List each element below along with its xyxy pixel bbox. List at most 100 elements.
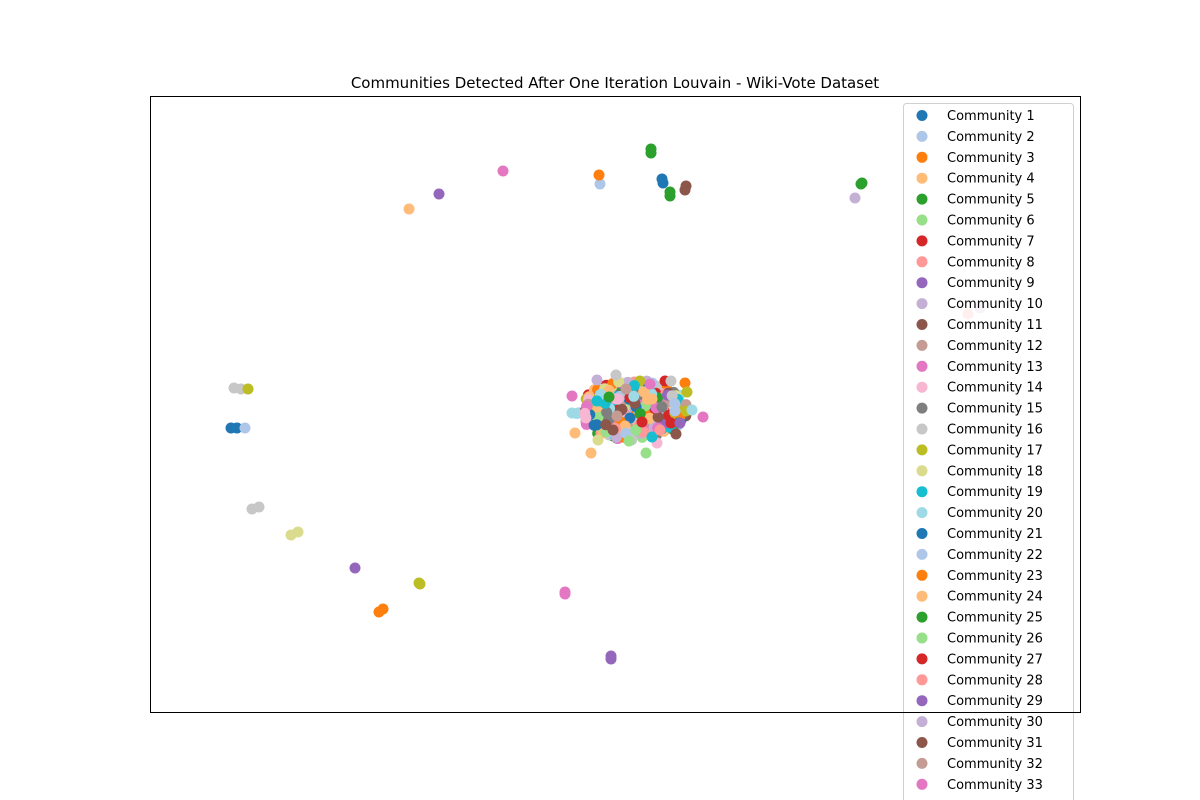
legend-marker-29 [916, 695, 928, 707]
community-24-point [646, 393, 658, 405]
legend-label-31: Community 31 [947, 736, 1043, 751]
community-16-point [253, 501, 265, 513]
legend-label-2: Community 2 [947, 130, 1035, 145]
community-17-point [242, 383, 254, 395]
community-1-point [657, 177, 669, 189]
legend-marker-19 [916, 486, 928, 498]
legend-marker-8 [916, 256, 928, 268]
community-4-point [403, 203, 415, 215]
legend-label-29: Community 29 [947, 694, 1043, 709]
legend-marker-4 [916, 172, 928, 184]
legend-label-3: Community 3 [947, 151, 1035, 166]
community-5-point [856, 177, 868, 189]
community-32-point [620, 383, 632, 395]
community-13-point [497, 165, 509, 177]
community-3-point [593, 169, 605, 181]
legend-label-12: Community 12 [947, 339, 1043, 354]
legend-label-4: Community 4 [947, 172, 1035, 187]
legend-marker-30 [916, 716, 928, 728]
legend-box [903, 103, 1074, 800]
community-20-point [566, 407, 578, 419]
legend-label-20: Community 20 [947, 506, 1043, 521]
legend-marker-2 [916, 130, 928, 142]
community-9-point [605, 653, 617, 665]
community-15-point [656, 401, 668, 413]
legend-label-26: Community 26 [947, 632, 1043, 647]
cluster-point [628, 380, 640, 392]
legend-marker-6 [916, 214, 928, 226]
legend-label-7: Community 7 [947, 234, 1035, 249]
legend-label-10: Community 10 [947, 297, 1043, 312]
legend-marker-21 [916, 528, 928, 539]
community-5-point [664, 190, 676, 202]
community-26-point [630, 424, 642, 436]
community-31-point [607, 424, 619, 436]
legend-label-30: Community 30 [947, 715, 1043, 730]
community-19-point [646, 431, 658, 443]
legend-label-27: Community 27 [947, 652, 1043, 667]
community-25-point [603, 391, 615, 403]
legend-marker-25 [916, 611, 928, 623]
legend-label-19: Community 19 [947, 485, 1043, 500]
legend-label-5: Community 5 [947, 193, 1035, 208]
community-23-point [377, 603, 389, 615]
legend-label-9: Community 9 [947, 276, 1035, 291]
legend-marker-3 [916, 151, 928, 163]
legend-marker-28 [916, 674, 928, 686]
community-17-point [681, 386, 693, 398]
legend-marker-5 [916, 193, 928, 205]
community-29-point [674, 417, 686, 429]
community-10-point [849, 192, 861, 204]
legend-label-21: Community 21 [947, 527, 1043, 542]
community-18-point [292, 526, 304, 538]
legend-marker-16 [916, 423, 928, 435]
cluster-point [638, 386, 650, 398]
legend-marker-24 [916, 590, 928, 602]
legend-marker-23 [916, 569, 928, 581]
legend-marker-26 [916, 632, 928, 644]
community-11-point [679, 184, 691, 196]
legend-label-1: Community 1 [947, 109, 1035, 124]
legend-label-15: Community 15 [947, 402, 1043, 417]
legend-marker-9 [916, 277, 928, 289]
community-16-point [610, 369, 622, 381]
community-16-point [665, 375, 677, 387]
community-4-point [585, 447, 597, 459]
legend-marker-7 [916, 235, 928, 247]
community-20-point [686, 404, 698, 416]
legend-marker-17 [916, 444, 928, 456]
legend-marker-31 [916, 737, 928, 748]
chart-title: Communities Detected After One Iteration… [351, 74, 879, 92]
legend-label-6: Community 6 [947, 214, 1035, 229]
legend-marker-14 [916, 381, 928, 393]
legend-label-8: Community 8 [947, 255, 1035, 270]
legend-marker-15 [916, 402, 928, 414]
legend-label-32: Community 32 [947, 757, 1043, 772]
community-6-point [640, 447, 652, 459]
community-33-point [644, 378, 656, 390]
cluster-point [591, 419, 603, 431]
community-2-point [594, 178, 606, 190]
cluster-point [579, 407, 591, 419]
legend-label-17: Community 17 [947, 443, 1043, 458]
legend-marker-27 [916, 653, 928, 665]
legend-marker-32 [916, 757, 928, 769]
cluster-point [628, 390, 640, 402]
cluster-point [634, 408, 646, 420]
legend-marker-33 [916, 778, 928, 790]
community-17-point [414, 578, 426, 590]
legend-marker-12 [916, 339, 928, 351]
legend-marker-13 [916, 360, 928, 372]
legend-marker-22 [916, 548, 928, 560]
legend-marker-1 [916, 110, 928, 121]
community-21-point [231, 422, 243, 434]
community-7-point [665, 417, 677, 429]
legend-marker-20 [916, 507, 928, 519]
legend-label-28: Community 28 [947, 673, 1043, 688]
legend-label-25: Community 25 [947, 611, 1043, 626]
community-13-point [559, 588, 571, 600]
community-6-point [623, 435, 635, 447]
community-13-point [697, 411, 709, 423]
community-10-point [591, 374, 603, 386]
